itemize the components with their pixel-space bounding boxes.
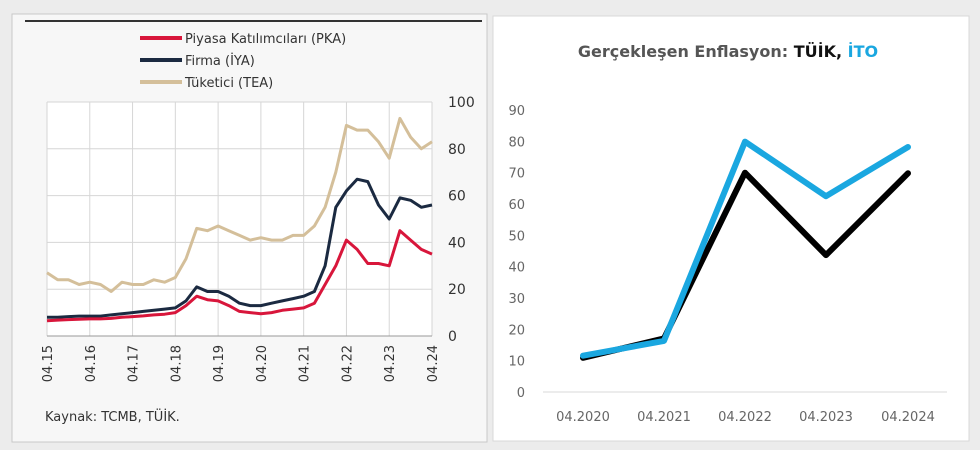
left-y-tick-label: 60 (448, 189, 466, 205)
right-chart-title: Gerçekleşen Enflasyon: TÜİK, İTO (578, 42, 878, 61)
left-x-tick-label: 04.17 (127, 345, 142, 382)
left-x-tick-label: 04.23 (383, 345, 398, 382)
left-y-tick-label: 100 (448, 95, 475, 111)
left-y-tick-label: 0 (448, 329, 457, 345)
left-x-tick-label: 04.16 (84, 345, 99, 382)
left-series-line-1 (47, 177, 433, 319)
right-y-tick-label: 60 (508, 198, 525, 213)
right-axes: 0 10 20 30 40 50 60 70 80 90 04.2020 04.2021 04.2022… (508, 104, 947, 425)
title-tuik: TÜİK (794, 42, 837, 61)
right-y-tick-label: 30 (508, 292, 525, 307)
right-y-tick-label: 40 (508, 261, 525, 276)
left-legend: Piyasa Katılımcıları (PKA) Firma (İYA) Tük… (140, 32, 346, 91)
left-series-line-0 (46, 229, 433, 323)
legend-label-1: Firma (İYA) (185, 53, 255, 69)
right-y-tick-label: 50 (508, 229, 525, 244)
right-lines (580, 138, 911, 361)
left-x-tick-label: 04.19 (212, 345, 227, 382)
right-y-tick-label: 80 (508, 135, 525, 150)
left-x-tick-label: 04.20 (255, 345, 270, 382)
legend-label-0: Piyasa Katılımcıları (PKA) (185, 32, 346, 47)
right-x-tick-label: 04.2023 (799, 410, 853, 425)
right-y-tick-label: 70 (508, 167, 525, 182)
left-series-line-2 (46, 116, 433, 293)
left-y-tick-label: 40 (448, 235, 466, 251)
title-sep: , (836, 42, 848, 61)
left-x-tick-label: 04.21 (298, 345, 313, 382)
left-x-tick-label: 04.15 (41, 345, 56, 382)
left-grid (46, 101, 433, 337)
left-axes: 0 20 40 60 80 100 04.15 04.16 04.17 04.18 04.19 04.… (41, 95, 475, 382)
right-series-line-1 (580, 138, 911, 359)
right-x-tick-label: 04.2021 (637, 410, 691, 425)
left-x-tick-label: 04.24 (426, 345, 441, 382)
title-ito: İTO (848, 42, 878, 61)
left-x-tick-label: 04.22 (340, 345, 355, 382)
right-y-tick-label: 90 (508, 104, 525, 119)
right-x-tick-label: 04.2022 (718, 410, 772, 425)
title-main: Gerçekleşen Enflasyon: (578, 42, 794, 61)
source-note: Kaynak: TCMB, TÜİK. (45, 408, 180, 425)
left-lines (46, 116, 433, 323)
right-y-tick-label: 10 (508, 355, 525, 370)
right-y-tick-label: 20 (508, 323, 525, 338)
left-x-tick-label: 04.18 (169, 345, 184, 382)
left-y-tick-label: 20 (448, 282, 466, 298)
right-y-tick-label: 0 (517, 386, 525, 401)
left-y-tick-label: 80 (448, 142, 466, 158)
left-plot-area (47, 102, 432, 336)
legend-label-2: Tüketici (TEA) (184, 76, 273, 91)
right-x-tick-label: 04.2024 (881, 410, 935, 425)
right-chart-panel (492, 15, 970, 442)
right-x-tick-label: 04.2020 (556, 410, 610, 425)
